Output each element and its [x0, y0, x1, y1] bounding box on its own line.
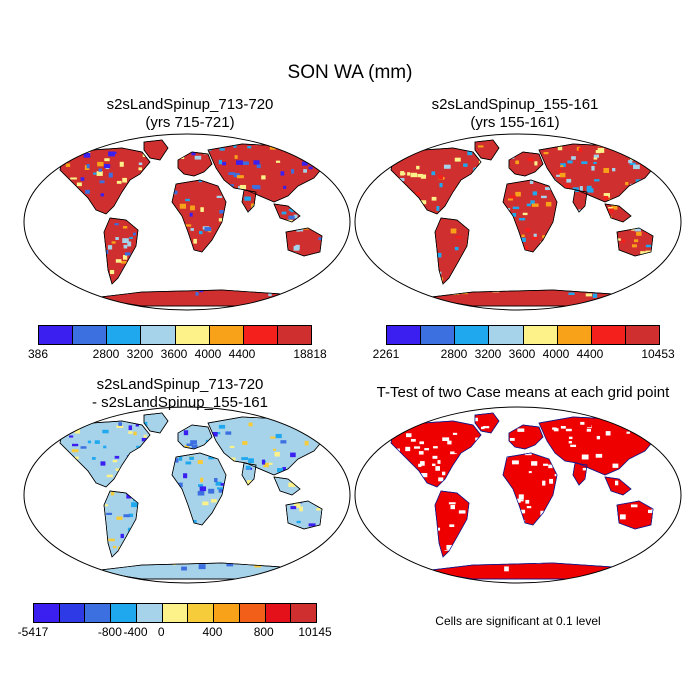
colorbar-tick-label: 3600	[508, 347, 536, 361]
panel-3-map	[23, 406, 351, 584]
colorbar-swatch	[39, 326, 74, 344]
map-frame	[23, 406, 351, 584]
colorbar-tick-label: 800	[253, 625, 274, 639]
continent-north-america	[59, 147, 151, 215]
panel-3-title-line1: s2sLandSpinup_713-720	[96, 376, 264, 393]
continent-europe	[508, 151, 544, 177]
colorbar-swatch	[34, 604, 60, 622]
continent-africa	[502, 452, 558, 526]
colorbar-swatch	[107, 326, 142, 344]
colorbar-swatch	[421, 326, 456, 344]
panel-2-colorbar	[386, 325, 660, 345]
colorbar-tick-label: 386	[27, 347, 49, 361]
colorbar-swatch	[239, 604, 266, 622]
panel-4-map	[354, 406, 682, 584]
colorbar-swatch	[489, 326, 524, 344]
panel-1-colorbar	[38, 325, 312, 345]
colorbar-tick-label: 2800	[92, 347, 120, 361]
panel-3-title-line2: - s2sLandSpinup_155-161	[92, 394, 268, 411]
colorbar-tick-label: -5417	[17, 625, 49, 639]
colorbar-swatch	[265, 604, 292, 622]
panel-2-map	[354, 133, 682, 311]
map-frame	[354, 406, 682, 584]
colorbar-swatch	[557, 326, 592, 344]
colorbar-tick-label: 400	[202, 625, 223, 639]
significance-note: Cells are significant at 0.1 level	[435, 614, 601, 628]
panel-2-title-line1: s2sLandSpinup_155-161	[431, 96, 599, 113]
panel-3-title: s2sLandSpinup_713-720 - s2sLandSpinup_15…	[20, 376, 340, 412]
map-frame	[354, 133, 682, 311]
continent-asia	[538, 416, 656, 476]
colorbar-tick-label: 2800	[440, 347, 468, 361]
continent-asia	[207, 143, 325, 203]
figure-title: SON WA (mm)	[287, 62, 413, 83]
colorbar-swatch	[523, 326, 558, 344]
colorbar-swatch	[188, 604, 215, 622]
colorbar-swatch	[85, 604, 112, 622]
colorbar-swatch	[625, 326, 659, 344]
panel-4-title: T-Test of two Case means at each grid po…	[376, 384, 670, 401]
colorbar-swatch	[59, 604, 86, 622]
colorbar-tick-label: 3200	[126, 347, 154, 361]
panel-2-title-line2: (yrs 155-161)	[470, 114, 560, 131]
panel-1-title-line1: s2sLandSpinup_713-720	[106, 96, 274, 113]
colorbar-swatch	[111, 604, 137, 622]
colorbar-tick-label: 0	[157, 625, 165, 639]
colorbar-swatch	[277, 326, 311, 344]
panel-2-title: s2sLandSpinup_155-161 (yrs 155-161)	[355, 96, 675, 132]
panel-3-colorbar	[33, 603, 317, 623]
continent-australia	[285, 500, 323, 530]
colorbar-swatch	[73, 326, 108, 344]
panel-1-title-line2: (yrs 715-721)	[145, 114, 235, 131]
continent-africa	[502, 179, 558, 253]
colorbar-tick-label: 4400	[228, 347, 256, 361]
colorbar-tick-label: 4000	[542, 347, 570, 361]
panel-1-title: s2sLandSpinup_713-720 (yrs 715-721)	[30, 96, 350, 132]
colorbar-tick-label: 18818	[293, 347, 327, 361]
colorbar-swatch	[175, 326, 210, 344]
colorbar-tick-label: -800	[97, 625, 122, 639]
colorbar-swatch	[455, 326, 490, 344]
colorbar-swatch	[136, 604, 163, 622]
continent-north-america	[390, 147, 482, 215]
colorbar-swatch	[243, 326, 278, 344]
colorbar-tick-label: 4400	[576, 347, 604, 361]
continent-north-america	[390, 420, 482, 488]
colorbar-swatch	[591, 326, 626, 344]
colorbar-swatch	[141, 326, 176, 344]
continent-australia	[285, 227, 323, 257]
map-frame	[23, 133, 351, 311]
colorbar-tick-label: 10453	[641, 347, 675, 361]
colorbar-tick-label: 10145	[298, 625, 332, 639]
colorbar-tick-label: 3600	[160, 347, 188, 361]
colorbar-swatch	[214, 604, 240, 622]
colorbar-tick-label: -400	[123, 625, 148, 639]
continent-africa	[171, 179, 227, 253]
continent-europe	[177, 151, 213, 177]
colorbar-swatch	[162, 604, 189, 622]
colorbar-tick-label: 2261	[372, 347, 400, 361]
colorbar-swatch	[291, 604, 317, 622]
colorbar-swatch	[209, 326, 244, 344]
colorbar-tick-label: 4000	[194, 347, 222, 361]
colorbar-tick-label: 3200	[474, 347, 502, 361]
panel-1-map	[23, 133, 351, 311]
colorbar-swatch	[387, 326, 422, 344]
